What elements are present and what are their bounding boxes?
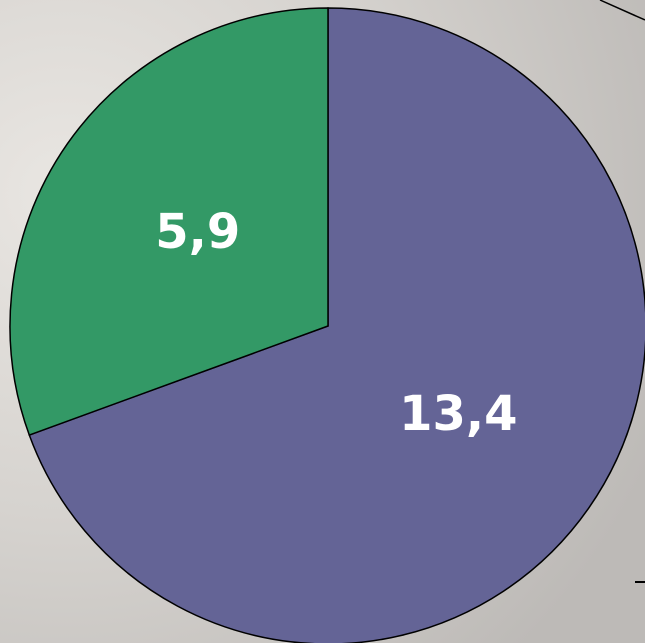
pie: 13,4 5,9: [10, 8, 645, 643]
page: {"chart_data": {"type": "pie", "series":…: [0, 0, 645, 643]
chart: 13,4 5,9: [0, 0, 645, 643]
slice-label: 5,9: [155, 204, 240, 260]
slice-label: 13,4: [399, 386, 517, 442]
